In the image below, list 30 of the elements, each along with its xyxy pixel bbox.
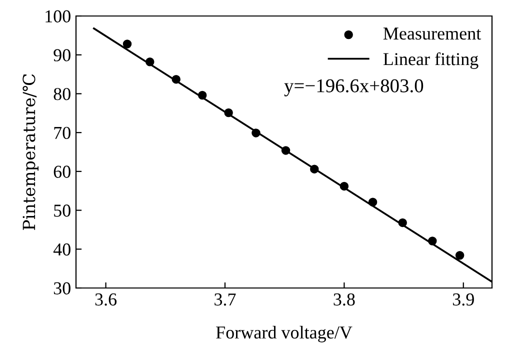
point (172, 74, 180, 84)
point (398, 218, 407, 228)
y-tick-label: 50 (54, 204, 70, 217)
point (428, 236, 437, 246)
x-tick-label: 3.9 (452, 293, 474, 306)
point (252, 128, 260, 138)
y-tick-label: 90 (54, 49, 70, 62)
point (455, 250, 464, 260)
x-tick-label: 3.6 (95, 293, 117, 306)
point (368, 198, 378, 206)
y-tick-label: 100 (46, 10, 70, 22)
y-tick-label: 70 (54, 126, 70, 140)
y-tick-label: 30 (54, 282, 70, 294)
point (122, 40, 132, 48)
point (198, 90, 207, 100)
point (224, 108, 233, 118)
x-tick-label: 3.7 (214, 293, 236, 306)
point (340, 182, 349, 191)
y-axis-title: Pintemperature/℃ (22, 74, 38, 230)
point (281, 146, 290, 155)
x-tick-label: 3.8 (334, 293, 355, 306)
x-axis-title: Forward voltage/V (216, 326, 352, 342)
y-tick-label: 60 (54, 166, 70, 178)
legend-label: Linear fitting (383, 52, 478, 69)
y-tick-label: 80 (54, 88, 70, 100)
legend-label: Measurement (383, 28, 482, 40)
annotation: y=−196.6x+803.0 (284, 79, 424, 96)
point (310, 164, 319, 174)
point (146, 57, 154, 66)
y-tick-label: 40 (53, 243, 70, 256)
